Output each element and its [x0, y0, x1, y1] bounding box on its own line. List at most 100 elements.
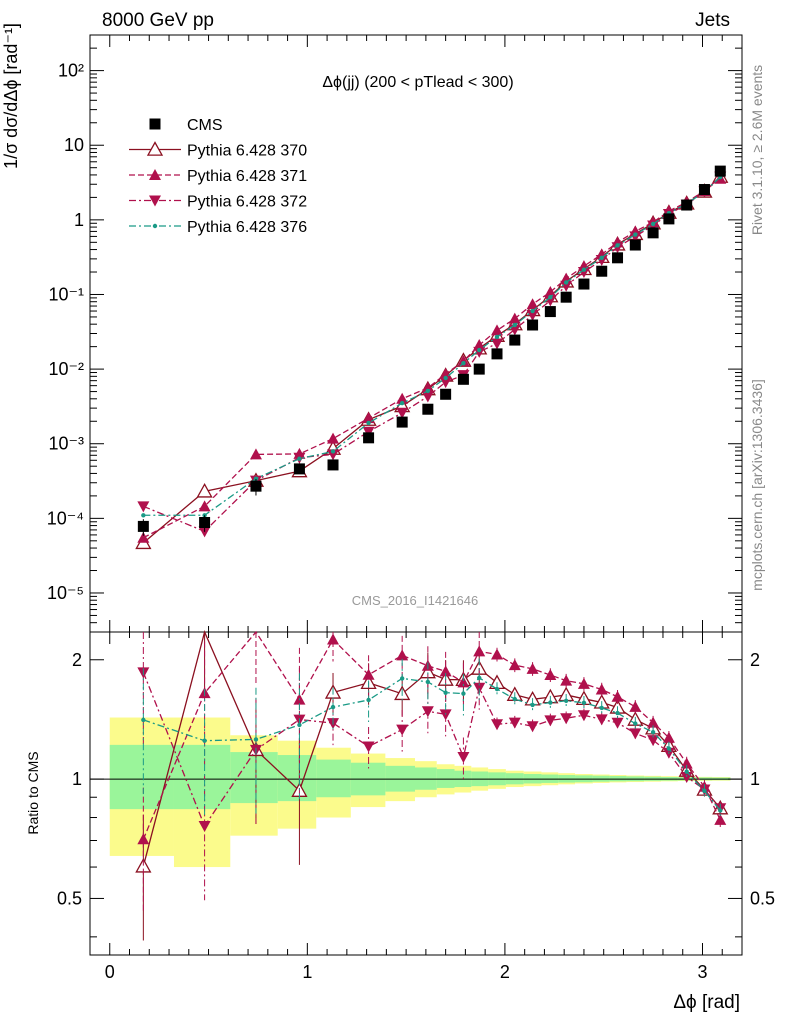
cms-data-point: [681, 199, 693, 211]
series-marker-ratio: [577, 710, 590, 722]
series-marker-top: [327, 432, 340, 444]
series-marker-ratio: [457, 752, 470, 764]
series-marker-ratio: [396, 649, 409, 661]
ratio-band-green-bin: [230, 752, 278, 804]
series-marker-top: [297, 456, 302, 461]
series-marker-ratio: [595, 714, 608, 726]
y-tick-label-top: 1: [74, 210, 84, 230]
series-marker-top: [327, 449, 340, 461]
series-marker-top: [399, 400, 405, 406]
legend-marker: [152, 223, 158, 229]
legend-label: Pythia 6.428 371: [187, 168, 307, 185]
series-marker-ratio: [439, 709, 452, 721]
x-tick-label: 0: [105, 962, 115, 982]
series-marker-ratio: [477, 675, 482, 681]
series-marker-top: [544, 295, 557, 307]
legend-label: CMS: [187, 117, 223, 134]
cms-data-point: [578, 278, 590, 290]
series-marker-ratio: [611, 690, 624, 702]
series-marker-top: [396, 407, 409, 419]
series-marker-top: [544, 285, 557, 297]
series-marker-ratio: [439, 665, 452, 677]
series-marker-ratio: [491, 648, 504, 660]
series-marker-ratio: [629, 700, 642, 712]
series-marker-ratio: [647, 716, 660, 728]
ratio-band-green-bin: [109, 744, 174, 810]
series-marker-ratio: [362, 668, 375, 680]
cms-data-point: [293, 463, 305, 475]
ratio-axis-title: Ratio to CMS: [25, 751, 41, 834]
series-marker-top: [477, 347, 482, 353]
legend-entry: Pythia 6.428 370: [129, 141, 307, 160]
series-marker-ratio: [702, 788, 707, 794]
ratio-tick-label-left: 2: [72, 650, 82, 670]
y-tick-label-top: 10: [64, 135, 84, 155]
header-process-label: Jets: [695, 10, 730, 31]
ratio-band-green-bin: [316, 759, 351, 798]
series-marker-top: [491, 324, 504, 336]
mcplots-reference-label: mcplots.cern.ch [arXiv:1306.3436]: [749, 379, 765, 591]
x-tick-label: 2: [500, 962, 510, 982]
series-marker-ratio: [560, 713, 573, 725]
x-tick-label: 1: [302, 962, 312, 982]
series-marker-top: [629, 231, 642, 243]
series-marker-top: [366, 420, 371, 426]
y-axis-title: 1/σ dσ/dΔϕ [rad⁻¹]: [1, 23, 21, 169]
series-marker-ratio: [611, 717, 624, 729]
series-marker-top: [198, 500, 211, 512]
legend-entry: Pythia 6.428 376: [129, 219, 307, 236]
cms-data-point: [544, 306, 556, 318]
series-marker-ratio: [494, 686, 500, 692]
series-marker-top: [563, 280, 569, 285]
series-marker-top: [362, 426, 375, 438]
x-tick-label: 3: [697, 962, 707, 982]
series-marker-ratio: [202, 738, 207, 743]
series-marker-ratio: [544, 715, 557, 727]
ratio-band-green-bin: [436, 769, 455, 788]
series-marker-ratio: [425, 679, 431, 685]
series-marker-top: [508, 312, 521, 324]
y-tick-label-top: 10⁻³: [48, 434, 84, 454]
series-marker-top: [473, 346, 486, 358]
cms-data-point: [199, 516, 211, 528]
series-marker-top: [330, 449, 336, 454]
series-marker-ratio: [560, 674, 573, 686]
series-marker-top: [443, 375, 448, 381]
cms-data-point: [440, 388, 452, 400]
ratio-tick-label-right: 1: [750, 769, 760, 789]
series-marker-ratio: [473, 682, 486, 694]
plot-title: Δϕ(jj) (200 < pTlead < 300): [322, 74, 513, 91]
series-marker-ratio: [599, 705, 604, 711]
series-marker-top: [577, 267, 590, 279]
series-marker-ratio: [198, 821, 211, 833]
series-marker-ratio: [461, 691, 466, 696]
cms-data-point: [137, 520, 149, 532]
series-marker-top: [491, 338, 504, 350]
ratio-tick-label-right: 2: [750, 650, 760, 670]
series-marker-ratio: [718, 808, 723, 813]
series-marker-top: [633, 232, 638, 237]
cms-data-point: [250, 480, 262, 492]
series-marker-ratio: [563, 698, 569, 703]
cms-data-point: [509, 334, 521, 346]
series-marker-ratio: [650, 729, 656, 735]
series-marker-top: [425, 388, 431, 394]
series-marker-top: [253, 476, 259, 481]
series-marker-ratio: [330, 704, 336, 710]
series-marker-ratio: [457, 676, 470, 688]
ratio-plot-frame: [89, 631, 743, 956]
series-marker-ratio: [544, 669, 557, 681]
series-marker-top: [650, 221, 656, 227]
y-tick-label-top: 10²: [58, 61, 84, 81]
legend-label: Pythia 6.428 372: [187, 194, 307, 211]
series-marker-ratio: [508, 659, 521, 671]
series-marker-top: [396, 392, 409, 404]
y-tick-label-top: 10⁻⁴: [47, 508, 84, 528]
series-marker-ratio: [362, 741, 375, 753]
series-marker-ratio: [629, 728, 642, 740]
series-marker-ratio: [396, 724, 409, 736]
series-marker-ratio: [526, 662, 539, 674]
series-marker-ratio: [615, 710, 620, 716]
